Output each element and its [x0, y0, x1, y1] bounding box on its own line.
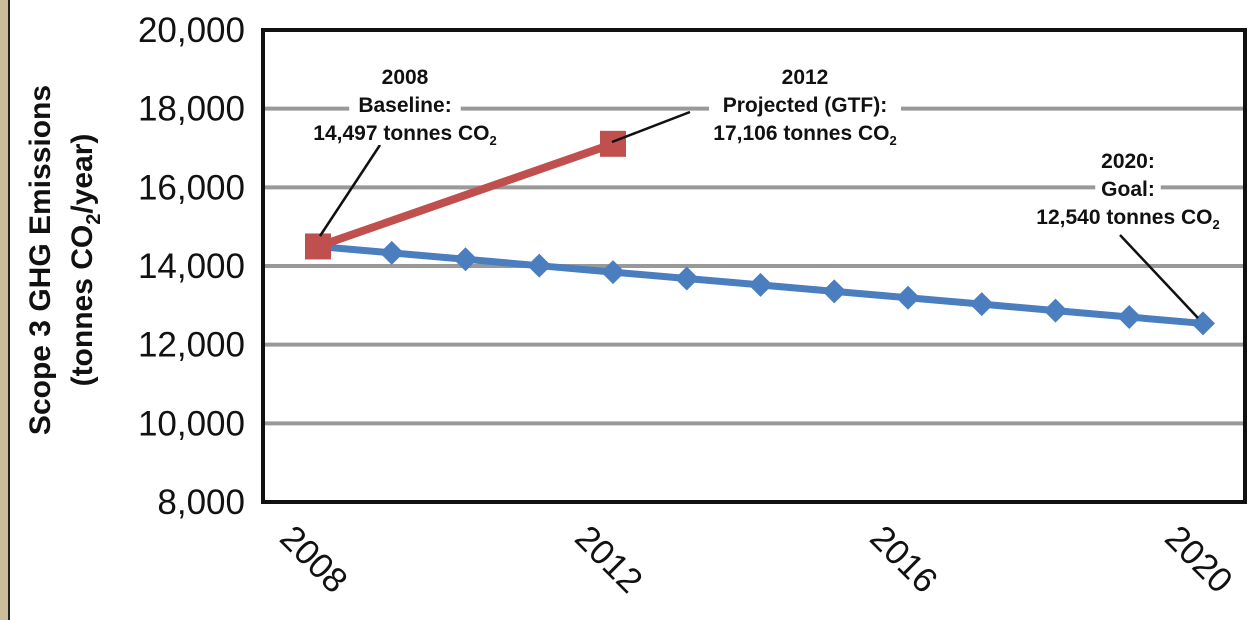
x-tick-label: 2008: [272, 518, 355, 601]
annotation: 2008 Baseline: 14,497 tonnes CO2: [303, 65, 507, 237]
y-tick-label: 8,000: [157, 483, 245, 522]
annotation-text: Projected (GTF):: [723, 94, 888, 117]
annotation-text: 2008: [382, 66, 429, 89]
y-axis-label-line1: Scope 3 GHG Emissions: [24, 85, 57, 435]
annotation: 2020: Goal: 12,540 tonnes CO2: [1026, 149, 1230, 319]
y-tick-label: 18,000: [138, 90, 245, 129]
data-point-square: [305, 233, 331, 260]
data-point-diamond: [379, 240, 404, 265]
y-tick-label: 14,000: [138, 247, 245, 286]
y-tick-label: 12,000: [138, 326, 245, 365]
annotation-bg: [1095, 177, 1161, 201]
left-border-strip: [0, 0, 10, 620]
annotation-bg: [349, 93, 461, 117]
x-tick-label: 2020: [1157, 518, 1240, 601]
data-point-diamond: [822, 279, 847, 304]
y-axis-label: Scope 3 GHG Emissions (tonnes CO2/year): [24, 85, 105, 435]
data-point-diamond: [1117, 305, 1142, 330]
annotation-bg: [709, 93, 901, 117]
data-point-square: [600, 130, 626, 157]
annotation-bg: [303, 121, 507, 145]
data-point-diamond: [896, 285, 920, 310]
annotation-bg: [1026, 205, 1230, 229]
data-point-diamond: [969, 292, 994, 317]
annotation-bg: [778, 65, 832, 89]
data-point-diamond: [748, 272, 773, 297]
series-line: [316, 140, 615, 251]
y-tick-label: 16,000: [138, 168, 245, 207]
annotation-bg: [1095, 149, 1161, 173]
data-point-diamond: [674, 266, 699, 291]
annotation-leader: [611, 110, 691, 144]
left-border-line: [8, 0, 10, 620]
annotation-leader: [1119, 234, 1199, 319]
y-axis-label-line2: (tonnes CO2/year): [66, 134, 105, 387]
annotation-text: 12,540 tonnes CO2: [1036, 206, 1219, 232]
annotation-text: Goal:: [1101, 178, 1155, 201]
annotation-bg: [703, 121, 907, 145]
annotation-text: 2012: [782, 66, 829, 89]
data-point-diamond: [527, 253, 552, 278]
x-tick-label: 2016: [862, 518, 945, 601]
y-tick-label: 10,000: [138, 404, 245, 443]
data-point-diamond: [601, 260, 625, 285]
data-point-diamond: [453, 247, 478, 272]
data-point-diamond: [1043, 298, 1068, 323]
y-tick-label: 20,000: [138, 11, 245, 50]
annotation-text: 17,106 tonnes CO2: [713, 122, 896, 148]
annotation: 2012 Projected (GTF): 17,106 tonnes CO2: [611, 65, 907, 148]
x-tick-label: 2012: [567, 518, 650, 601]
annotation-leader: [318, 144, 382, 237]
annotation-text: Baseline:: [358, 94, 451, 117]
annotation-text: 14,497 tonnes CO2: [313, 122, 496, 148]
annotation-text: 2020:: [1101, 150, 1155, 173]
annotation-bg: [378, 65, 432, 89]
plot-frame: [261, 28, 1247, 504]
